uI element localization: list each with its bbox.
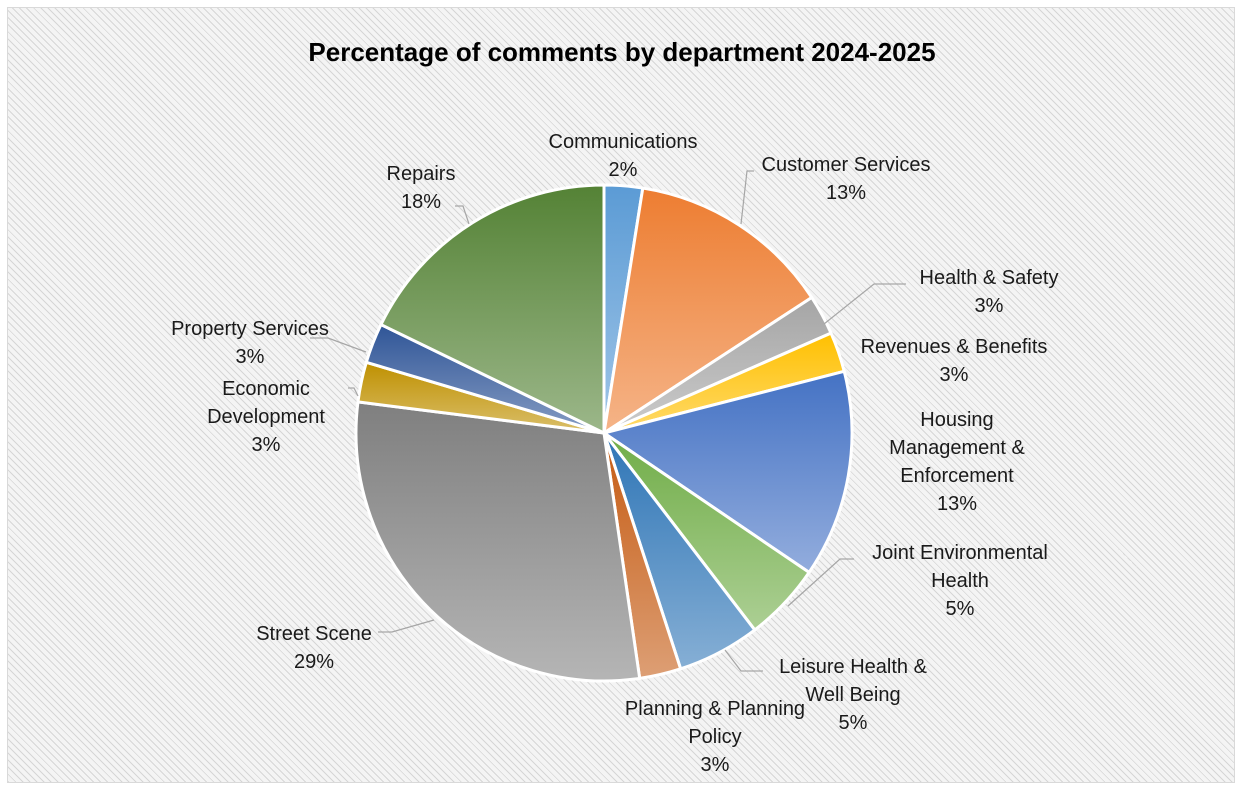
label-leisure-health-well-being: Leisure Health & Well Being 5% <box>779 656 928 734</box>
leader-line-health-safety <box>823 283 906 325</box>
label-name-line: Housing <box>920 409 993 431</box>
leader-line-customer-services <box>740 170 754 225</box>
label-name-line: Management & <box>889 437 1025 459</box>
label-planning-planning-policy: Planning & Planning Policy 3% <box>625 698 805 776</box>
leader-lines <box>310 170 906 672</box>
data-labels: Communications 2% Customer Services 13% Heal… <box>171 131 1058 776</box>
label-name-line: Revenues & Benefits <box>861 336 1048 358</box>
label-name-line: Planning & Planning <box>625 698 805 720</box>
label-name-line: Enforcement <box>900 465 1014 487</box>
label-health-safety: Health & Safety 3% <box>920 267 1059 317</box>
label-name-line: Health & Safety <box>920 267 1059 289</box>
slice-customer-services <box>602 186 814 435</box>
label-name-line: Development <box>207 406 325 428</box>
label-customer-services: Customer Services 13% <box>762 154 931 204</box>
label-name-line: Health <box>931 570 989 592</box>
label-percent: 3% <box>940 364 969 386</box>
label-percent: 3% <box>975 295 1004 317</box>
chart-area: Percentage of comments by department 202… <box>7 7 1235 783</box>
leader-line-street-scene <box>378 619 435 633</box>
label-name-line: Leisure Health & <box>779 656 928 678</box>
label-percent: 29% <box>294 651 334 673</box>
slice-repairs <box>379 183 606 435</box>
label-revenues-benefits: Revenues & Benefits 3% <box>861 336 1048 386</box>
label-percent: 3% <box>252 434 281 456</box>
label-name-line: Customer Services <box>762 154 931 176</box>
label-property-services: Property Services 3% <box>171 318 329 368</box>
label-name-line: Repairs <box>387 163 456 185</box>
label-percent: 3% <box>236 346 265 368</box>
leader-line-leisure-health-well-being <box>724 649 763 672</box>
label-name-line: Communications <box>549 131 698 153</box>
label-percent: 13% <box>937 493 977 515</box>
label-name-line: Joint Environmental <box>872 542 1048 564</box>
label-name-line: Well Being <box>805 684 900 706</box>
label-economic-development: Economic Development 3% <box>207 378 325 456</box>
label-percent: 5% <box>839 712 868 734</box>
slice-housing-management-enforcement <box>602 369 854 574</box>
label-percent: 13% <box>826 182 866 204</box>
slice-street-scene <box>354 400 642 683</box>
leader-line-repairs <box>455 205 470 225</box>
leader-line-joint-environmental-health <box>787 558 854 607</box>
label-name-line: Property Services <box>171 318 329 340</box>
label-street-scene: Street Scene 29% <box>256 623 372 673</box>
label-percent: 2% <box>609 159 638 181</box>
label-joint-environmental-health: Joint Environmental Health 5% <box>872 542 1048 620</box>
label-percent: 5% <box>946 598 975 620</box>
label-name-line: Street Scene <box>256 623 372 645</box>
pie-chart: Percentage of comments by department 202… <box>171 37 1058 776</box>
label-percent: 18% <box>401 191 441 213</box>
label-name-line: Economic <box>222 378 310 400</box>
label-percent: 3% <box>701 754 730 776</box>
leader-line-property-services <box>310 337 367 353</box>
label-housing-management-enforcement: Housing Management & Enforcement 13% <box>889 409 1025 515</box>
label-name-line: Policy <box>688 726 741 748</box>
chart-title: Percentage of comments by department 202… <box>308 37 935 67</box>
label-communications: Communications 2% <box>549 131 698 181</box>
label-repairs: Repairs 18% <box>387 163 456 213</box>
leader-line-economic-development <box>348 387 359 397</box>
pie-slices <box>354 183 854 683</box>
